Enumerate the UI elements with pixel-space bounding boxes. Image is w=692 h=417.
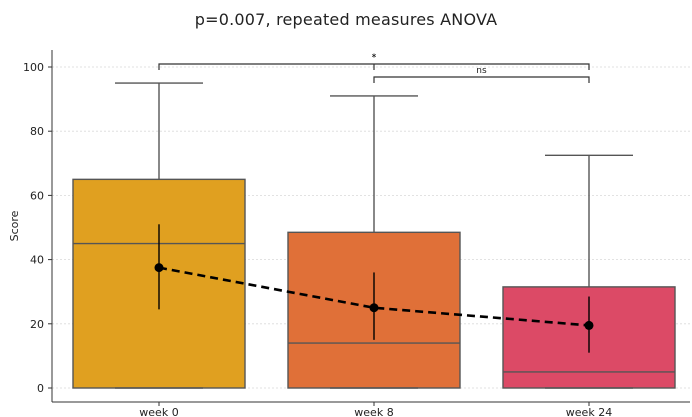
significance-label: * [372,53,377,63]
y-axis-label: Score [8,210,21,241]
y-tick-label: 0 [37,382,44,395]
y-tick-label: 20 [30,318,44,331]
significance-label: * [372,53,377,63]
mean-point [154,263,164,273]
y-tick-label: 100 [23,61,44,74]
x-tick-label: week 24 [566,406,612,417]
mean-trend-line [158,266,590,327]
mean-point [369,303,379,313]
mean-point [584,320,594,330]
y-tick-label: 40 [30,254,44,267]
significance-bracket [373,76,590,83]
significance-label: ns [476,66,487,76]
y-tick-label: 60 [30,189,44,202]
y-tick-label: 80 [30,125,44,138]
x-tick-label: week 8 [354,406,393,417]
chart-title: p=0.007, repeated measures ANOVA [194,10,498,29]
x-tick-label: week 0 [139,406,178,417]
